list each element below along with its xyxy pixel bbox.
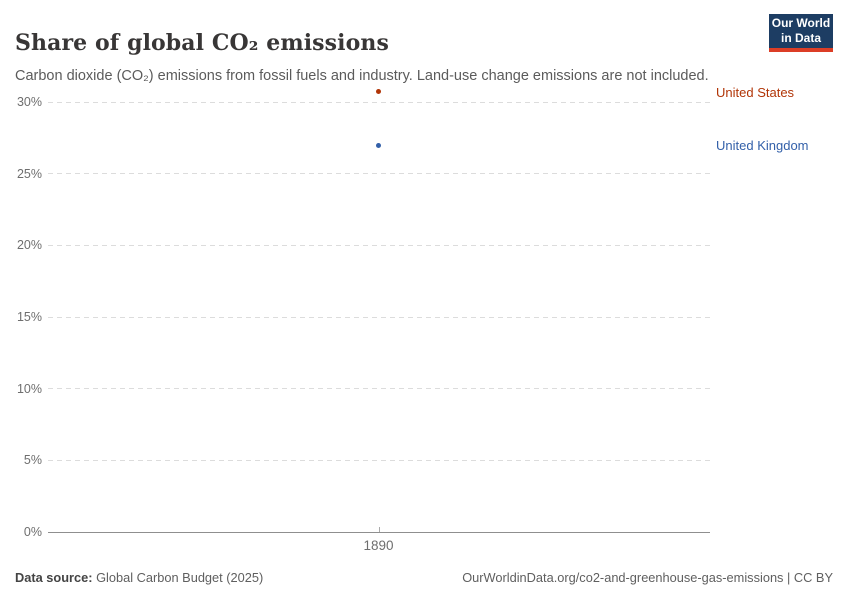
y-gridline bbox=[48, 388, 710, 390]
y-axis-tick-label: 30% bbox=[16, 95, 42, 109]
y-axis-tick-label: 15% bbox=[16, 310, 42, 324]
data-source-text: Global Carbon Budget (2025) bbox=[96, 570, 264, 585]
y-gridline bbox=[48, 316, 710, 318]
x-axis-line bbox=[48, 531, 710, 533]
chart-subtitle: Carbon dioxide (CO₂) emissions from foss… bbox=[15, 67, 709, 84]
entity-label-united-kingdom[interactable]: United Kingdom bbox=[716, 138, 809, 153]
x-axis-tick-mark bbox=[378, 526, 380, 532]
y-axis-tick-label: 10% bbox=[16, 381, 42, 396]
y-axis-tick-label: 0% bbox=[23, 525, 42, 539]
y-gridline bbox=[48, 101, 710, 103]
data-point-united-kingdom[interactable] bbox=[376, 142, 381, 148]
entity-label-united-states[interactable]: United States bbox=[716, 84, 795, 100]
y-gridline bbox=[48, 244, 710, 246]
y-axis-tick-label: 5% bbox=[23, 453, 42, 468]
attribution-link[interactable]: OurWorldinData.org/co2-and-greenhouse-ga… bbox=[462, 570, 833, 585]
chart-title: Share of global CO₂ emissions bbox=[15, 29, 389, 56]
y-gridline bbox=[48, 459, 710, 461]
data-source-label: Data source: bbox=[15, 570, 93, 585]
owid-logo[interactable]: Our World in Data bbox=[769, 14, 833, 52]
owid-logo-line2: in Data bbox=[780, 31, 821, 45]
chart-footer: Data source: Global Carbon Budget (2025)… bbox=[15, 570, 833, 585]
owid-logo-line1: Our World bbox=[771, 16, 831, 30]
data-point-united-states[interactable] bbox=[376, 89, 381, 95]
y-axis-tick-label: 25% bbox=[16, 166, 42, 181]
y-gridline bbox=[48, 173, 710, 175]
x-axis-tick-label: 1890 bbox=[363, 538, 394, 553]
y-axis-tick-label: 20% bbox=[16, 238, 42, 253]
data-source-note: Data source: Global Carbon Budget (2025) bbox=[15, 570, 263, 585]
